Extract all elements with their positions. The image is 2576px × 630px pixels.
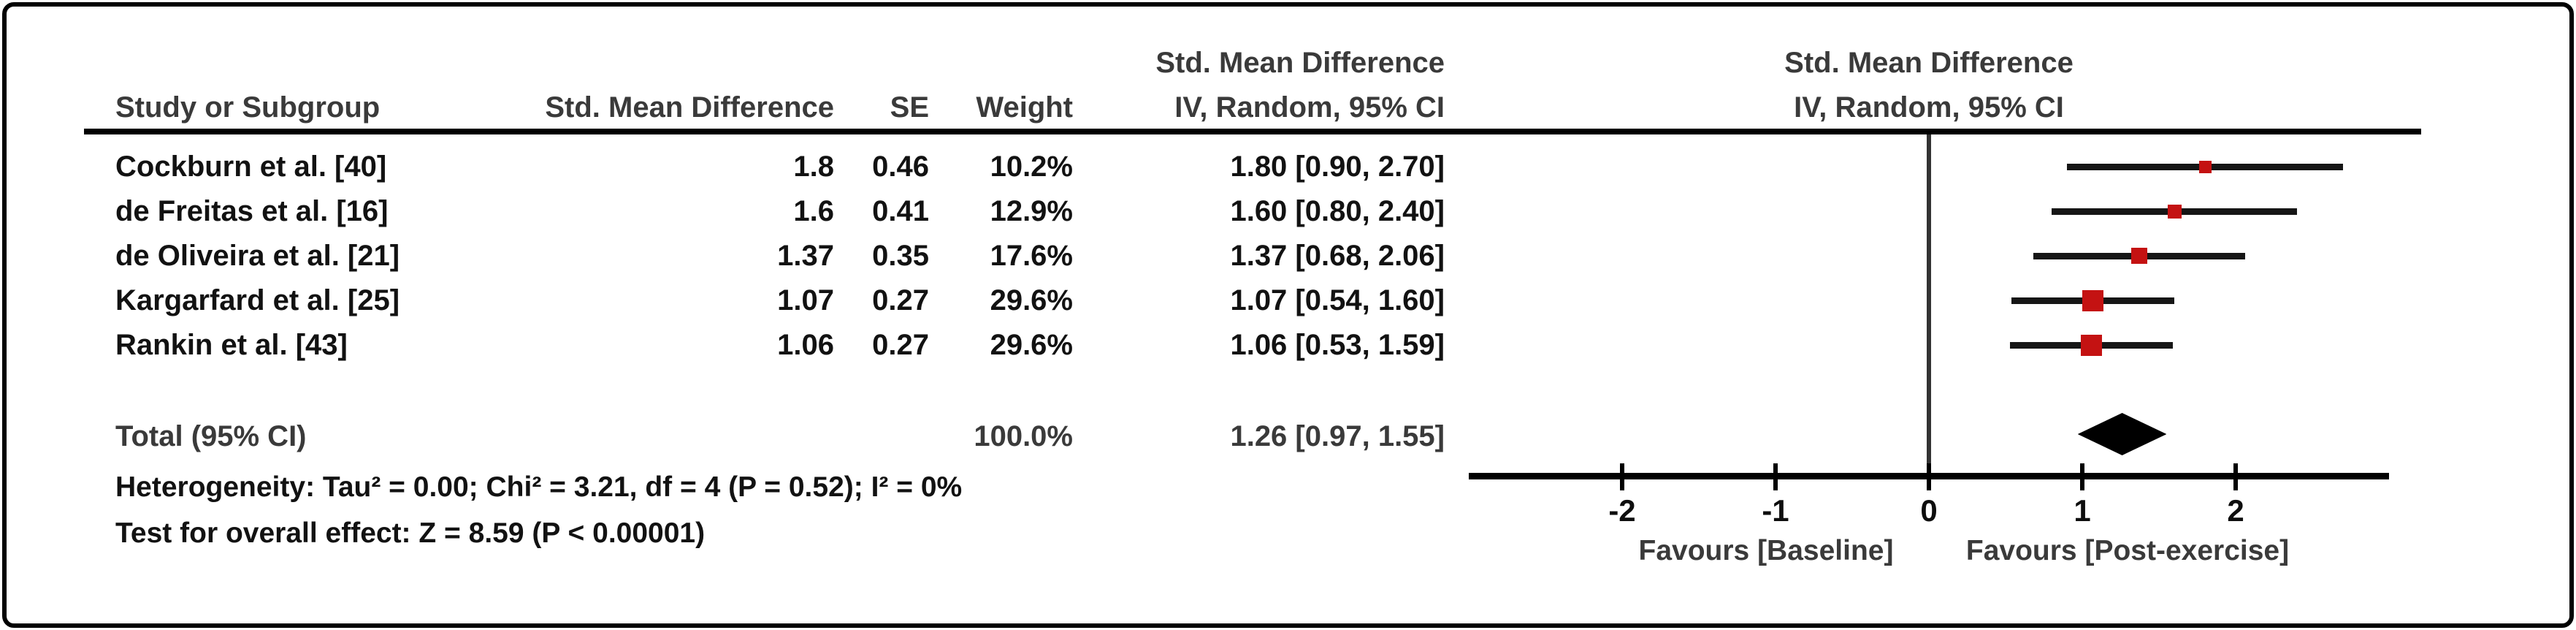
se-value: 0.41	[872, 195, 929, 227]
column-header-se: SE	[890, 91, 929, 124]
study-name: Cockburn et al. [40]	[115, 151, 387, 183]
axis-tick-label: 1	[2074, 493, 2091, 528]
column-header-smd-ci-line2: IV, Random, 95% CI	[1174, 91, 1445, 124]
ci-value: 1.60 [0.80, 2.40]	[1230, 195, 1445, 227]
heterogeneity-text: Heterogeneity: Tau² = 0.00; Chi² = 3.21,…	[115, 471, 963, 503]
se-value: 0.27	[872, 284, 929, 316]
axis-tick-label: 2	[2227, 493, 2244, 528]
weight-value: 10.2%	[990, 151, 1073, 183]
effect-marker	[2082, 289, 2104, 311]
axis-tick-label: -1	[1762, 493, 1789, 528]
ci-value: 1.37 [0.68, 2.06]	[1230, 240, 1445, 272]
total-weight-value: 100.0%	[974, 420, 1073, 452]
axis-tick	[2233, 463, 2238, 490]
weight-value: 12.9%	[990, 195, 1073, 227]
ci-value: 1.06 [0.53, 1.59]	[1230, 329, 1445, 361]
effect-marker	[2130, 248, 2147, 264]
overall-effect-text: Test for overall effect: Z = 8.59 (P < 0…	[115, 517, 706, 549]
study-name: Rankin et al. [43]	[115, 329, 348, 361]
axis-tick	[1620, 463, 1624, 490]
smd-value: 1.8	[793, 151, 834, 183]
smd-value: 1.37	[777, 240, 834, 272]
effect-marker	[2167, 204, 2182, 219]
column-header-smd: Std. Mean Difference	[545, 91, 834, 124]
study-name: de Freitas et al. [16]	[115, 195, 389, 227]
favours-right-label: Favours [Post-exercise]	[1965, 535, 2290, 566]
ci-value: 1.07 [0.54, 1.60]	[1230, 284, 1445, 316]
axis-tick	[2080, 463, 2084, 490]
axis-tick	[1773, 463, 1778, 490]
smd-value: 1.07	[777, 284, 834, 316]
plot-header-line1: Std. Mean Difference	[1784, 47, 2074, 79]
column-header-smd-ci-line1: Std. Mean Difference	[1155, 47, 1445, 79]
se-value: 0.35	[872, 240, 929, 272]
column-header-weight: Weight	[976, 91, 1073, 124]
se-value: 0.27	[872, 329, 929, 361]
axis-tick	[1927, 463, 1931, 490]
column-header-study: Study or Subgroup	[115, 91, 381, 124]
smd-value: 1.6	[793, 195, 834, 227]
favours-left-label: Favours [Baseline]	[1638, 535, 1894, 566]
se-value: 0.46	[872, 151, 929, 183]
plot-header-line2: IV, Random, 95% CI	[1794, 91, 2064, 124]
total-ci-value: 1.26 [0.97, 1.55]	[1230, 420, 1445, 452]
effect-marker	[2198, 160, 2212, 173]
study-name: de Oliveira et al. [21]	[115, 240, 400, 272]
zero-line	[1927, 134, 1931, 474]
header-underline	[84, 129, 2421, 134]
weight-value: 29.6%	[990, 284, 1073, 316]
total-row-label: Total (95% CI)	[115, 420, 307, 452]
weight-value: 17.6%	[990, 240, 1073, 272]
effect-marker	[2081, 334, 2103, 356]
ci-value: 1.80 [0.90, 2.70]	[1230, 151, 1445, 183]
weight-value: 29.6%	[990, 329, 1073, 361]
study-name: Kargarfard et al. [25]	[115, 284, 400, 316]
axis-tick-label: -2	[1608, 493, 1636, 528]
axis-tick-label: 0	[1920, 493, 1938, 528]
smd-value: 1.06	[777, 329, 834, 361]
